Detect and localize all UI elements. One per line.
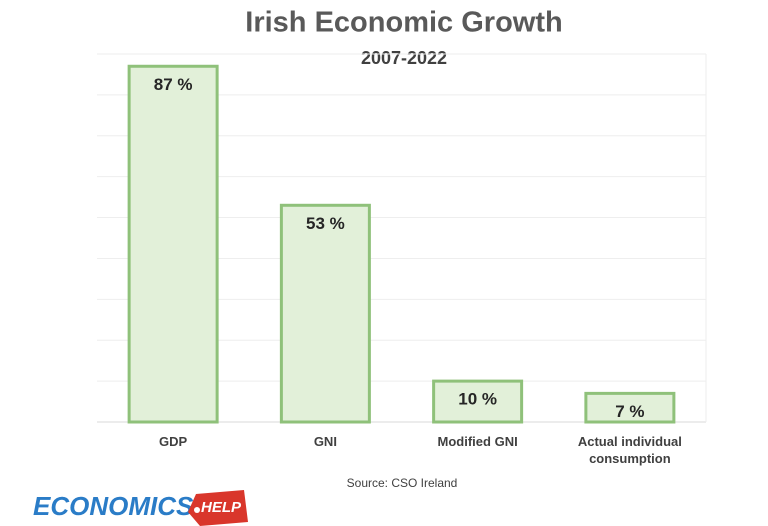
source: Source: CSO Ireland [347, 476, 458, 490]
bar [432, 379, 524, 424]
x-tick-label: GDP [159, 434, 188, 449]
x-tick-label: GNI [313, 434, 337, 449]
value-label: 10 % [458, 390, 497, 409]
bar [584, 391, 676, 424]
value-label: 53 % [306, 214, 345, 233]
bar [279, 203, 371, 424]
x-tick-label: Actual individual consumption [577, 434, 682, 466]
logo-badge [188, 490, 248, 526]
value-label: 87 % [154, 75, 193, 94]
x-tick-label: Modified GNI [437, 434, 518, 449]
value-label: 7 % [615, 402, 644, 421]
bar [127, 64, 219, 424]
chart-title: Irish Economic Growth [245, 7, 562, 39]
logo-dot [194, 507, 200, 513]
chart-subtitle: 2007-2022 [361, 48, 447, 68]
logo-badge-text: HELP [201, 499, 242, 516]
logo-text: ECONOMICS [33, 491, 194, 521]
